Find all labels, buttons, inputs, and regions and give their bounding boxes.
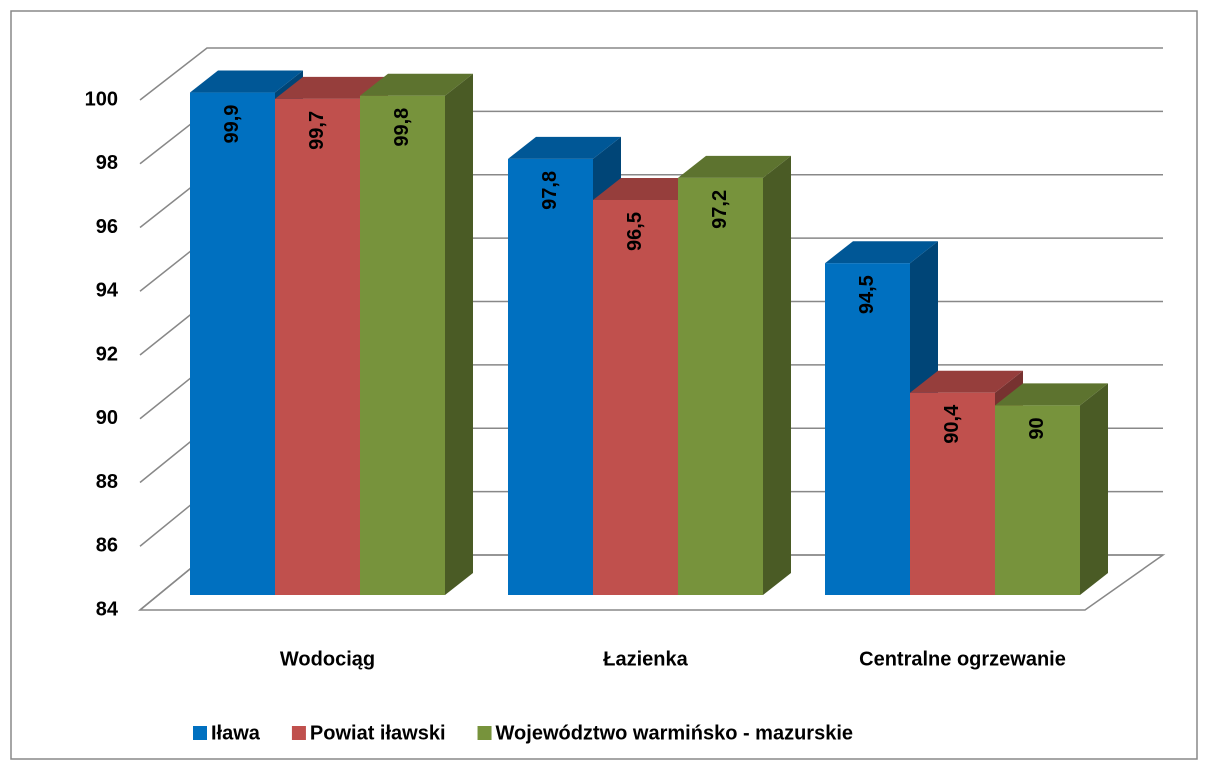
bar-side — [763, 155, 791, 595]
data-label: 96,5 — [624, 212, 646, 251]
data-label: 90,4 — [941, 404, 963, 444]
legend-swatch — [477, 726, 492, 740]
data-label: 97,2 — [709, 190, 731, 229]
bar-front — [678, 177, 763, 595]
bar-front — [508, 158, 593, 596]
bar-front — [275, 98, 360, 595]
data-label: 97,8 — [539, 171, 561, 210]
y-tick-label: 100 — [85, 88, 118, 110]
y-tick-label: 92 — [96, 343, 118, 365]
y-tick-label: 90 — [96, 407, 118, 429]
legend-label: Iława — [211, 722, 261, 744]
bar — [360, 73, 473, 596]
y-tick-label: 96 — [96, 216, 118, 238]
bar-top — [508, 136, 621, 159]
data-label: 99,8 — [391, 108, 413, 147]
x-tick-label: Centralne ogrzewanie — [859, 648, 1066, 670]
bar-front — [910, 392, 995, 595]
bar-front — [995, 405, 1080, 595]
bar-top — [995, 383, 1108, 406]
bar-top — [825, 241, 938, 264]
legend-label: Województwo warmińsko - mazurskie — [496, 722, 853, 744]
y-tick-label: 88 — [96, 471, 118, 493]
bar-front — [593, 200, 678, 595]
x-tick-label: Łazienka — [603, 648, 688, 670]
bar-top — [275, 76, 388, 99]
grid-line — [139, 47, 1163, 101]
bar-side — [1080, 383, 1108, 595]
data-label: 99,9 — [221, 105, 243, 144]
data-label: 94,5 — [856, 275, 878, 314]
y-tick-label: 98 — [96, 152, 118, 174]
data-label: 90 — [1026, 417, 1048, 439]
bar-front — [190, 92, 275, 595]
x-tick-label: Wodociąg — [280, 648, 375, 670]
bar-front — [360, 95, 445, 595]
y-tick-label: 86 — [96, 535, 118, 557]
bar-top — [593, 178, 706, 200]
legend-swatch — [193, 726, 207, 740]
y-tick-label: 94 — [96, 280, 119, 302]
legend-swatch — [291, 726, 306, 740]
data-label: 99,7 — [306, 111, 328, 150]
bar — [995, 383, 1108, 595]
bar-top — [190, 70, 303, 93]
bar-front — [825, 263, 910, 595]
bar-side — [445, 73, 473, 596]
bar — [678, 155, 791, 595]
y-tick-label: 84 — [96, 598, 119, 620]
bar-top — [360, 73, 473, 96]
bar-top — [678, 155, 791, 178]
legend-label: Powiat iławski — [310, 722, 446, 744]
bar-top — [910, 370, 1023, 393]
